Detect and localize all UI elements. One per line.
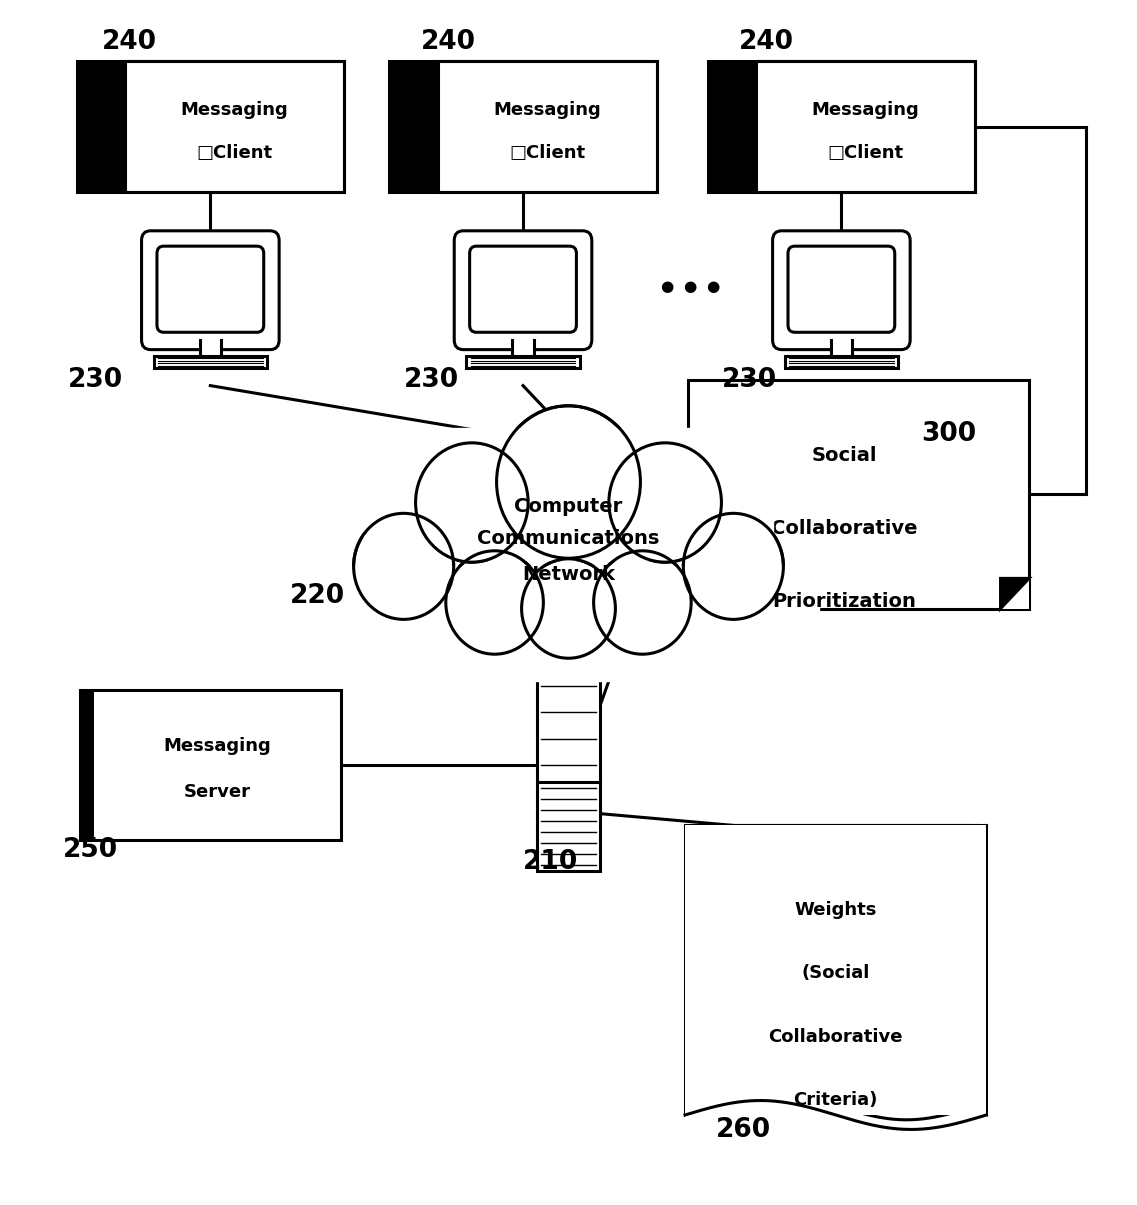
Polygon shape — [200, 340, 221, 355]
Polygon shape — [831, 340, 852, 355]
Circle shape — [683, 513, 783, 619]
Circle shape — [497, 406, 640, 558]
FancyBboxPatch shape — [125, 61, 343, 192]
FancyBboxPatch shape — [80, 689, 94, 841]
Text: 220: 220 — [290, 583, 345, 610]
Text: Criteria): Criteria) — [794, 1092, 878, 1110]
Circle shape — [416, 442, 528, 562]
Circle shape — [594, 551, 691, 654]
Text: Collaborative: Collaborative — [771, 519, 918, 537]
FancyBboxPatch shape — [537, 660, 600, 870]
Circle shape — [522, 559, 615, 658]
Text: 240: 240 — [102, 29, 157, 55]
Text: Messaging: Messaging — [493, 100, 601, 118]
FancyBboxPatch shape — [470, 246, 576, 333]
FancyBboxPatch shape — [785, 355, 898, 369]
Text: (Social: (Social — [802, 964, 870, 982]
Text: Social: Social — [812, 446, 877, 465]
Text: 230: 230 — [68, 366, 123, 393]
FancyBboxPatch shape — [157, 246, 264, 333]
Text: 300: 300 — [921, 421, 976, 447]
Polygon shape — [364, 428, 773, 560]
Text: Server: Server — [184, 783, 251, 801]
Circle shape — [609, 442, 722, 562]
Text: Network: Network — [522, 565, 615, 584]
Polygon shape — [1001, 578, 1029, 609]
FancyBboxPatch shape — [756, 61, 976, 192]
Text: 230: 230 — [404, 366, 458, 393]
Text: □Client: □Client — [197, 143, 273, 161]
FancyBboxPatch shape — [788, 246, 895, 333]
FancyBboxPatch shape — [466, 355, 580, 369]
Text: Messaging: Messaging — [181, 100, 289, 118]
Text: Messaging: Messaging — [812, 100, 920, 118]
Text: Prioritization: Prioritization — [772, 592, 916, 611]
Text: □Client: □Client — [509, 143, 586, 161]
Text: □Client: □Client — [828, 143, 904, 161]
FancyBboxPatch shape — [153, 355, 267, 369]
FancyBboxPatch shape — [141, 231, 280, 349]
Polygon shape — [703, 825, 969, 1095]
Text: 240: 240 — [421, 29, 475, 55]
FancyBboxPatch shape — [688, 380, 1029, 609]
Circle shape — [446, 551, 543, 654]
Text: ●  ●  ●: ● ● ● — [661, 280, 720, 294]
FancyBboxPatch shape — [438, 61, 657, 192]
FancyBboxPatch shape — [389, 61, 438, 192]
FancyBboxPatch shape — [773, 231, 910, 349]
Text: 240: 240 — [739, 29, 794, 55]
Text: 260: 260 — [716, 1117, 771, 1144]
Text: 250: 250 — [63, 836, 117, 863]
Polygon shape — [684, 825, 987, 1115]
Polygon shape — [1001, 578, 1029, 609]
Text: 210: 210 — [523, 848, 579, 875]
FancyBboxPatch shape — [707, 61, 756, 192]
Polygon shape — [513, 340, 533, 355]
Text: Communications: Communications — [478, 529, 659, 548]
Text: Messaging: Messaging — [164, 736, 272, 754]
Polygon shape — [694, 825, 978, 1105]
Polygon shape — [318, 566, 819, 681]
Text: 230: 230 — [722, 366, 777, 393]
Text: Collaborative: Collaborative — [769, 1028, 903, 1046]
Text: Computer: Computer — [514, 496, 623, 516]
Circle shape — [354, 513, 454, 619]
FancyBboxPatch shape — [77, 61, 125, 192]
FancyBboxPatch shape — [455, 231, 591, 349]
Text: Weights: Weights — [795, 901, 877, 919]
